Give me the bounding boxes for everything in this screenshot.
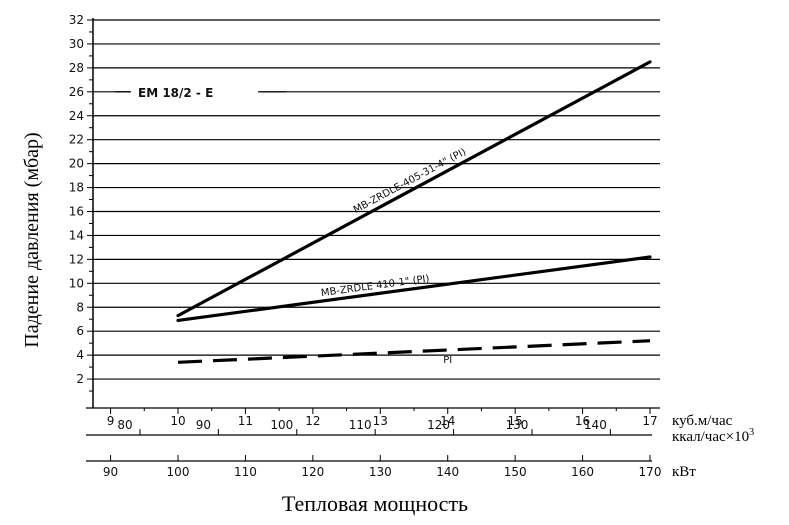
series-layer [176, 60, 652, 364]
x-unit-label-2: ккал/час×103 [672, 427, 754, 445]
x-tick-label: 160 [571, 465, 594, 479]
y-tick-label: 32 [69, 13, 84, 27]
x-tick-label: 170 [639, 465, 662, 479]
x-unit-superscript: 3 [749, 427, 754, 438]
x-tick-label: 16 [575, 414, 590, 428]
model-label: EM 18/2 - E [138, 86, 213, 100]
y-tick-label: 28 [69, 61, 84, 75]
y-tick-label: 2 [76, 372, 84, 386]
series-line-1 [176, 60, 652, 318]
y-axis-title: Падение давления (мбар) [21, 132, 43, 347]
x-tick-label: 90 [196, 418, 211, 432]
x-tick-label: 110 [349, 418, 372, 432]
y-tick-label: 10 [69, 276, 84, 290]
series-label-3: PI [443, 355, 452, 366]
x-tick-label: 120 [301, 465, 324, 479]
grid-layer [93, 19, 660, 380]
y-tick-label: 26 [69, 85, 84, 99]
y-tick-label: 6 [76, 324, 84, 338]
y-tick-label: 22 [69, 133, 84, 147]
x-tick-label: 140 [436, 465, 459, 479]
x-tick-label: 120 [427, 418, 450, 432]
x-tick-label: 140 [584, 418, 607, 432]
x-tick-label: 100 [270, 418, 293, 432]
x-tick-label: 14 [440, 414, 455, 428]
x-tick-label: 80 [117, 418, 132, 432]
series-label-1: MB-ZRDLE-405-31-4" (PI) [352, 147, 468, 216]
y-tick-label: 16 [69, 205, 84, 219]
x-tick-label: 100 [167, 465, 190, 479]
series-line-3 [177, 339, 651, 364]
y-tick-label: 30 [69, 37, 84, 51]
y-tick-label: 14 [69, 228, 84, 242]
x-tick-label: 13 [373, 414, 388, 428]
x-tick-label: 150 [504, 465, 527, 479]
x-tick-label: 10 [170, 414, 185, 428]
x-tick-label: 90 [103, 465, 118, 479]
x-tick-label: 15 [508, 414, 523, 428]
series-line-2 [176, 255, 652, 323]
x-tick-label: 110 [234, 465, 257, 479]
y-tick-label: 8 [76, 300, 84, 314]
model-label-background [130, 82, 260, 101]
x-tick-label: 130 [369, 465, 392, 479]
x-tick-label: 12 [305, 414, 320, 428]
x-tick-label: 130 [506, 418, 529, 432]
y-tick-label: 24 [69, 109, 84, 123]
x-unit-label-1: куб.м/час [672, 413, 733, 429]
x-unit-label-3: кВт [672, 464, 696, 480]
y-tick-label: 18 [69, 181, 84, 195]
x-tick-label: 9 [107, 414, 115, 428]
y-tick-label: 12 [69, 252, 84, 266]
x-tick-label: 17 [642, 414, 657, 428]
y-tick-label: 20 [69, 157, 84, 171]
x-tick-label: 11 [238, 414, 253, 428]
y-tick-label: 4 [76, 348, 84, 362]
x-axis-title: Тепловая мощность [282, 491, 468, 516]
label-layer: MB-ZRDLE-405-31-4" (PI)MB-ZRDLE 410-1" (… [115, 82, 468, 366]
